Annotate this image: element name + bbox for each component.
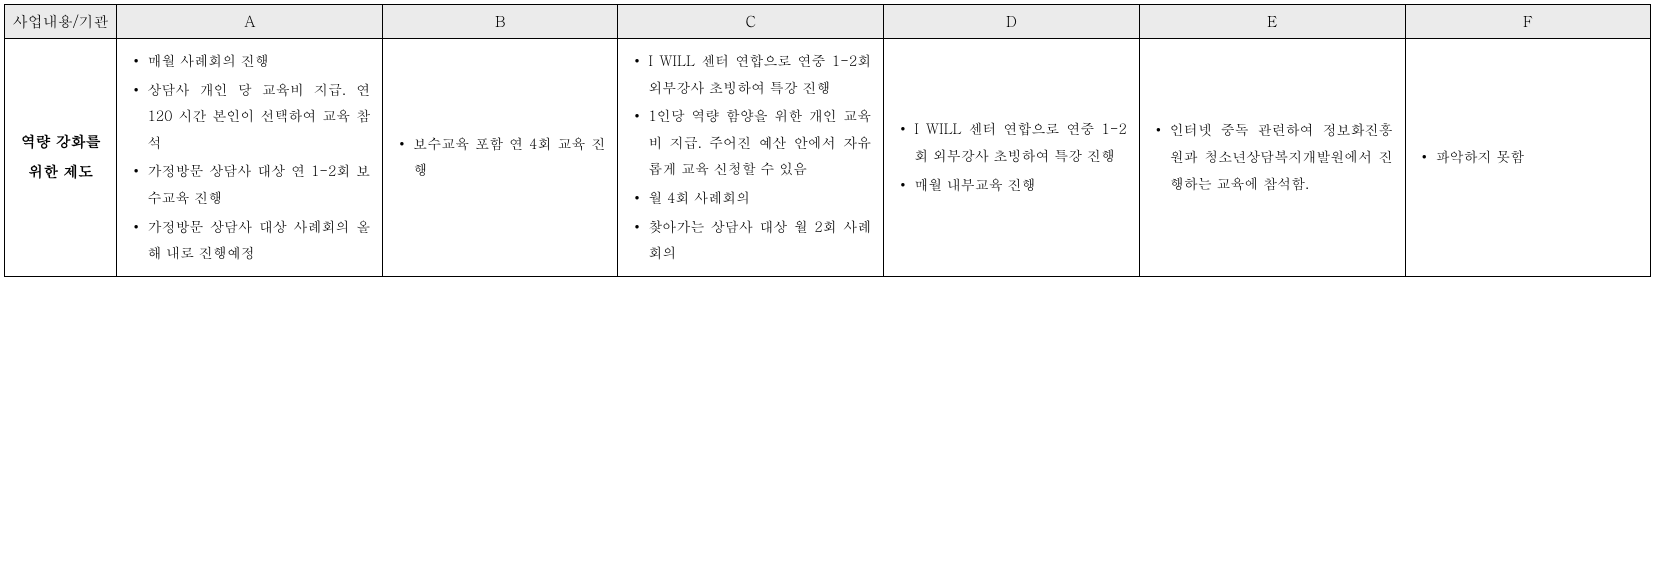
list-item: I WILL 센터 연합으로 연중 1-2회 외부강사 초빙하여 특강 진행 xyxy=(630,47,871,100)
list-c: I WILL 센터 연합으로 연중 1-2회 외부강사 초빙하여 특강 진행 1… xyxy=(630,47,871,266)
cell-d: I WILL 센터 연합으로 연중 1-2회 외부강사 초빙하여 특강 진행 매… xyxy=(884,39,1140,277)
header-row-label: 사업내용/기관 xyxy=(5,5,117,39)
table-header: 사업내용/기관 A B C D E F xyxy=(5,5,1651,39)
list-item: 찾아가는 상담사 대상 월 2회 사례회의 xyxy=(630,213,871,266)
row-label: 역량 강화를 위한 제도 xyxy=(5,39,117,277)
table-row: 역량 강화를 위한 제도 매월 사례회의 진행 상담사 개인 당 교육비 지급.… xyxy=(5,39,1651,277)
row-label-text: 역량 강화를 위한 제도 xyxy=(21,131,101,182)
list-b: 보수교육 포함 연 4회 교육 진행 xyxy=(395,130,605,183)
list-d: I WILL 센터 연합으로 연중 1-2회 외부강사 초빙하여 특강 진행 매… xyxy=(896,115,1127,197)
list-a: 매월 사례회의 진행 상담사 개인 당 교육비 지급. 연 120 시간 본인이… xyxy=(129,47,370,266)
header-col-f: F xyxy=(1405,5,1650,39)
list-item: 월 4회 사례회의 xyxy=(630,184,871,211)
list-item: 파악하지 못함 xyxy=(1418,143,1638,170)
list-item: 가정방문 상담사 대상 사례회의 올해 내로 진행예정 xyxy=(129,213,370,266)
list-item: 1인당 역량 함양을 위한 개인 교육비 지급. 주어진 예산 안에서 자유롭게… xyxy=(630,102,871,182)
header-col-a: A xyxy=(117,5,383,39)
cell-e: 인터넷 중독 관련하여 정보화진흥원과 청소년상담복지개발원에서 진행하는 교육… xyxy=(1139,39,1405,277)
cell-b: 보수교육 포함 연 4회 교육 진행 xyxy=(383,39,618,277)
table-body: 역량 강화를 위한 제도 매월 사례회의 진행 상담사 개인 당 교육비 지급.… xyxy=(5,39,1651,277)
cell-c: I WILL 센터 연합으로 연중 1-2회 외부강사 초빙하여 특강 진행 1… xyxy=(618,39,884,277)
list-item: 보수교육 포함 연 4회 교육 진행 xyxy=(395,130,605,183)
header-col-b: B xyxy=(383,5,618,39)
list-e: 인터넷 중독 관련하여 정보화진흥원과 청소년상담복지개발원에서 진행하는 교육… xyxy=(1152,116,1393,196)
list-item: 인터넷 중독 관련하여 정보화진흥원과 청소년상담복지개발원에서 진행하는 교육… xyxy=(1152,116,1393,196)
header-row: 사업내용/기관 A B C D E F xyxy=(5,5,1651,39)
list-f: 파악하지 못함 xyxy=(1418,143,1638,170)
list-item: I WILL 센터 연합으로 연중 1-2회 외부강사 초빙하여 특강 진행 xyxy=(896,115,1127,168)
cell-a: 매월 사례회의 진행 상담사 개인 당 교육비 지급. 연 120 시간 본인이… xyxy=(117,39,383,277)
header-col-e: E xyxy=(1139,5,1405,39)
list-item: 매월 내부교육 진행 xyxy=(896,171,1127,198)
header-col-c: C xyxy=(618,5,884,39)
list-item: 가정방문 상담사 대상 연 1-2회 보수교육 진행 xyxy=(129,157,370,210)
list-item: 매월 사례회의 진행 xyxy=(129,47,370,74)
cell-f: 파악하지 못함 xyxy=(1405,39,1650,277)
list-item: 상담사 개인 당 교육비 지급. 연 120 시간 본인이 선택하여 교육 참석 xyxy=(129,76,370,156)
header-col-d: D xyxy=(884,5,1140,39)
capacity-table: 사업내용/기관 A B C D E F 역량 강화를 위한 제도 매월 사례회의… xyxy=(4,4,1651,277)
